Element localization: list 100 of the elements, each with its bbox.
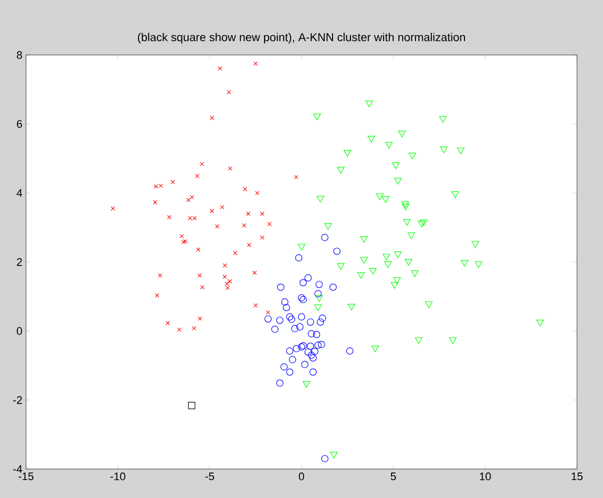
point — [282, 304, 290, 312]
point — [298, 294, 306, 302]
point — [158, 273, 162, 278]
point — [408, 152, 416, 160]
point — [404, 259, 412, 266]
point — [300, 342, 307, 350]
point — [321, 234, 328, 242]
point — [295, 254, 302, 262]
y-tick-label: -4 — [13, 465, 22, 473]
y-tick-label: -2 — [13, 396, 22, 404]
point — [306, 318, 314, 326]
point — [309, 354, 317, 362]
y-tick-label: 6 — [16, 120, 22, 128]
point — [357, 272, 365, 279]
point — [181, 240, 186, 244]
point — [360, 236, 368, 243]
point — [369, 268, 377, 275]
point — [536, 320, 544, 326]
point — [324, 223, 332, 230]
point — [267, 222, 272, 226]
point — [384, 261, 392, 268]
point — [321, 455, 328, 462]
point — [210, 116, 214, 120]
point — [311, 348, 318, 355]
point — [271, 326, 278, 333]
point — [301, 360, 308, 368]
point — [155, 293, 160, 298]
point — [314, 304, 322, 312]
point — [186, 198, 190, 202]
point — [177, 327, 182, 332]
point — [308, 352, 316, 359]
point — [210, 208, 214, 214]
point — [318, 314, 326, 322]
point — [408, 232, 416, 240]
point — [277, 284, 284, 291]
y-tick-label: 0 — [16, 327, 22, 335]
point — [242, 223, 246, 228]
point — [300, 279, 307, 286]
point — [226, 90, 232, 94]
point — [252, 270, 257, 275]
x-tick-label: 10 — [480, 472, 491, 480]
point — [414, 337, 422, 344]
point — [304, 348, 312, 356]
point — [315, 295, 323, 302]
point — [196, 247, 200, 252]
point — [318, 340, 326, 348]
point — [360, 256, 368, 264]
point — [439, 116, 447, 123]
point — [316, 196, 324, 202]
point — [304, 274, 312, 282]
point — [420, 219, 428, 226]
point — [242, 187, 248, 192]
point — [393, 277, 401, 284]
point — [309, 368, 317, 376]
point — [281, 298, 288, 306]
point — [247, 242, 252, 248]
x-tick-label: -10 — [110, 472, 126, 480]
y-tick-label: 2 — [16, 258, 22, 266]
point — [200, 162, 204, 166]
point — [260, 235, 264, 240]
point — [306, 342, 314, 350]
point — [286, 313, 294, 320]
point — [366, 100, 374, 108]
point — [188, 402, 196, 410]
point — [308, 330, 316, 338]
point — [298, 244, 306, 250]
point — [280, 363, 288, 370]
point — [222, 263, 228, 268]
point — [170, 180, 175, 184]
point — [418, 220, 426, 228]
point — [460, 260, 468, 267]
point — [246, 212, 250, 216]
point — [382, 254, 390, 260]
point — [183, 239, 188, 244]
point — [166, 320, 170, 326]
point — [346, 347, 354, 355]
point — [255, 190, 260, 196]
x-tick-label: 0 — [298, 472, 304, 480]
point — [392, 162, 400, 169]
point — [394, 178, 402, 185]
point — [288, 356, 296, 364]
point — [110, 206, 116, 211]
point — [292, 345, 300, 352]
point — [402, 201, 410, 208]
point — [198, 316, 202, 321]
point — [316, 318, 324, 326]
point — [330, 284, 337, 291]
point — [474, 261, 482, 268]
point — [215, 224, 220, 229]
point — [368, 136, 376, 142]
point — [382, 196, 390, 203]
point — [266, 310, 270, 314]
point — [233, 250, 238, 256]
point — [371, 346, 379, 352]
point — [276, 316, 284, 324]
x-tick-label: -5 — [205, 472, 214, 480]
point — [316, 280, 323, 288]
point — [314, 342, 322, 349]
point — [294, 174, 298, 180]
point — [451, 191, 459, 198]
